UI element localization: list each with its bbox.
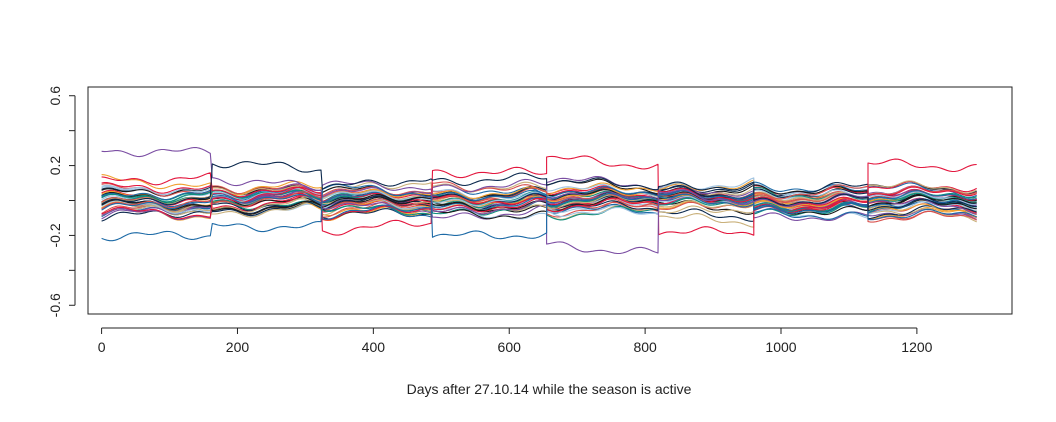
y-tick-label: 0.6 [47,86,63,106]
x-tick-label: 0 [98,339,106,355]
plot-area-frame [87,86,1013,315]
y-tick-label: 0.2 [47,156,63,176]
y-tick-label: -0.2 [47,223,63,247]
series-line [101,186,977,221]
x-tick-label: 200 [226,339,250,355]
x-tick-label: 600 [498,339,522,355]
series-lines [101,146,977,255]
series-line [101,182,977,222]
x-axis-title: Days after 27.10.14 while the season is … [407,381,692,397]
x-tick-label: 1200 [901,339,932,355]
y-tick-label: -0.6 [47,293,63,317]
series-line [101,184,977,210]
x-axis: 0 200 400 600 800 1000 1200 [98,327,933,355]
series-line [101,181,977,218]
series-line [101,180,977,213]
series-line [101,189,977,220]
x-tick-label: 400 [362,339,386,355]
series-line [101,155,977,236]
y-axis: 0.6 0.2 -0.2 -0.6 [47,86,76,317]
series-line [101,185,977,216]
x-tick-label: 1000 [765,339,796,355]
x-tick-label: 800 [633,339,657,355]
series-line [101,161,977,212]
series-line [101,183,977,242]
